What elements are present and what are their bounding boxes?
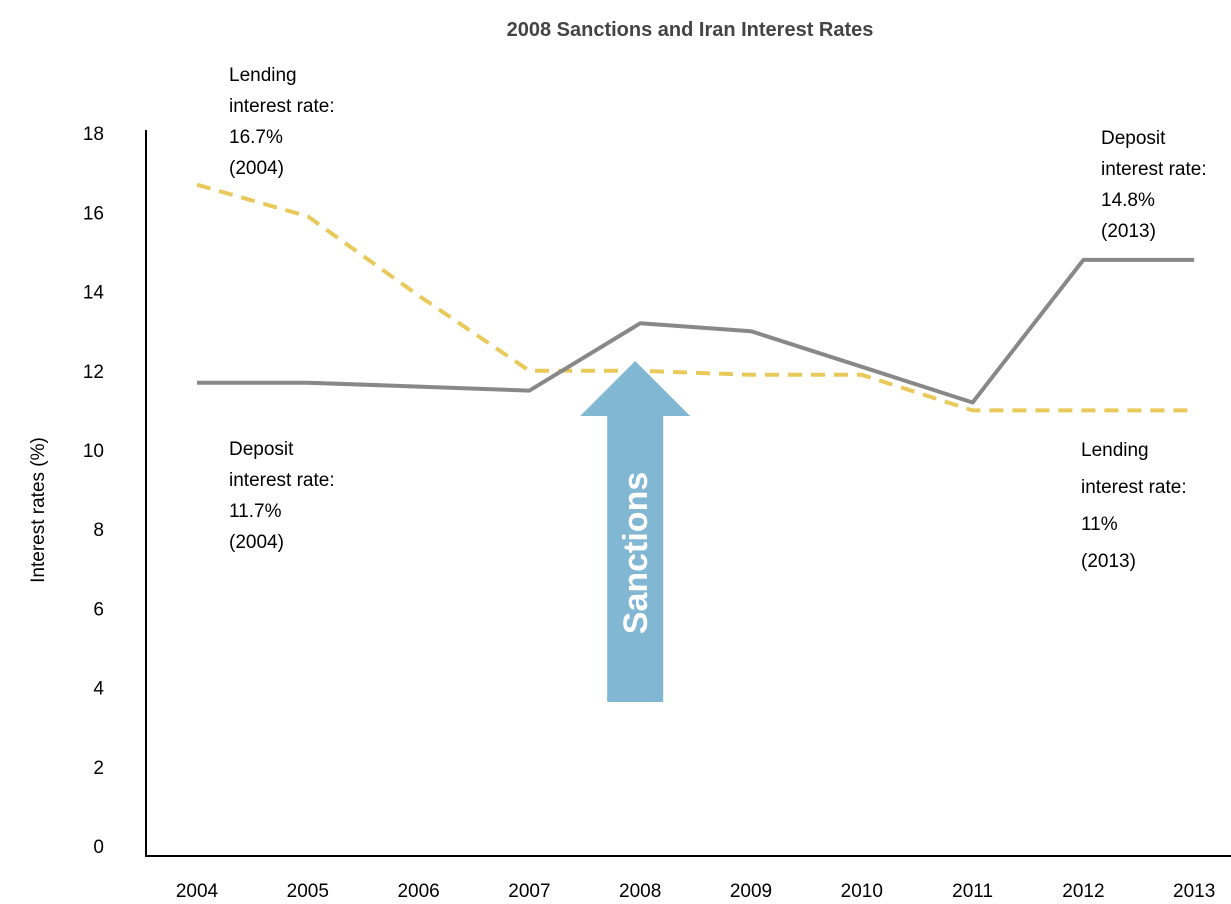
y-tick-label: 18: [83, 124, 104, 145]
y-tick-label: 2: [93, 758, 104, 779]
x-tick-label: 2013: [1173, 881, 1215, 902]
x-tick-label: 2011: [952, 881, 993, 902]
x-tick-label: 2009: [730, 881, 772, 902]
chart-title: 2008 Sanctions and Iran Interest Rates: [507, 19, 874, 41]
annotation-lending-2004: Lending interest rate: 16.7% (2004): [229, 65, 335, 179]
y-tick-label: 8: [93, 520, 104, 541]
y-tick-label: 16: [83, 203, 104, 224]
x-tick-label: 2005: [287, 881, 329, 902]
series-lines: [196, 182, 1195, 413]
annotation-lending-2013: Lending interest rate: 11% (2013): [1081, 440, 1187, 572]
x-tick-label: 2012: [1062, 881, 1104, 902]
sanctions-arrow: Sanctions: [580, 361, 691, 702]
y-tick-labels: 0 2 4 6 8 10 12 14 16 18: [83, 124, 105, 858]
y-tick-label: 0: [93, 837, 104, 858]
y-tick-label: 12: [83, 362, 104, 383]
y-tick-label: 6: [93, 599, 104, 620]
x-tick-label: 2006: [397, 881, 439, 902]
sanctions-arrow-shape: [580, 361, 691, 702]
annotation-deposit-2004: Deposit interest rate: 11.7% (2004): [229, 439, 335, 553]
x-tick-label: 2010: [841, 881, 883, 902]
annotation-deposit-2013: Deposit interest rate: 14.8% (2013): [1101, 128, 1207, 242]
sanctions-arrow-label: Sanctions: [617, 472, 655, 634]
y-tick-label: 10: [83, 441, 104, 462]
y-tick-label: 4: [93, 679, 104, 700]
lending-rate-line: [196, 182, 1195, 413]
annotations: Lending interest rate: 16.7% (2004) Deposit i…: [229, 65, 1207, 572]
deposit-rate-line: [197, 257, 1195, 405]
y-tick-label: 14: [83, 283, 105, 304]
y-axis-label: Interest rates (%): [28, 437, 49, 583]
x-tick-label: 2008: [619, 881, 661, 902]
x-tick-labels: 2004 2005 2006 2007 2008 2009 2010 2011 2012 2013: [176, 881, 1215, 902]
x-tick-label: 2007: [508, 881, 550, 902]
x-tick-label: 2004: [176, 881, 219, 902]
